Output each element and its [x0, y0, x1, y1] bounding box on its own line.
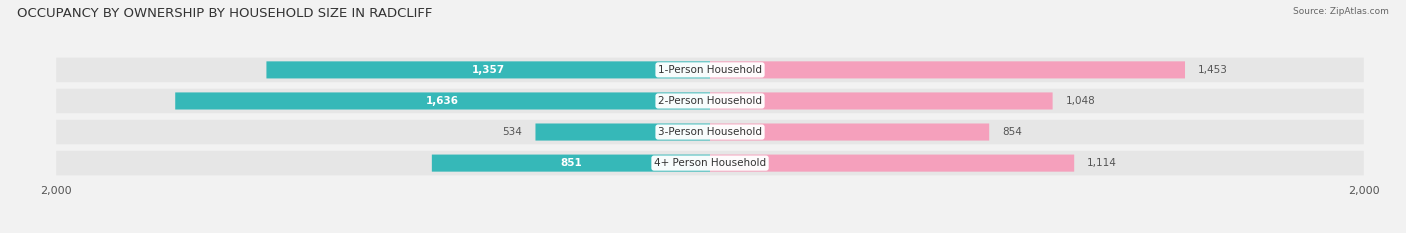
Text: 851: 851: [560, 158, 582, 168]
Text: Source: ZipAtlas.com: Source: ZipAtlas.com: [1294, 7, 1389, 16]
Text: OCCUPANCY BY OWNERSHIP BY HOUSEHOLD SIZE IN RADCLIFF: OCCUPANCY BY OWNERSHIP BY HOUSEHOLD SIZE…: [17, 7, 432, 20]
Text: 1-Person Household: 1-Person Household: [658, 65, 762, 75]
Text: 3-Person Household: 3-Person Household: [658, 127, 762, 137]
Text: 1,357: 1,357: [471, 65, 505, 75]
Legend: Owner-occupied, Renter-occupied: Owner-occupied, Renter-occupied: [599, 230, 821, 233]
FancyBboxPatch shape: [56, 151, 1364, 175]
Text: 1,453: 1,453: [1198, 65, 1227, 75]
Text: 1,114: 1,114: [1087, 158, 1118, 168]
FancyBboxPatch shape: [536, 123, 710, 140]
FancyBboxPatch shape: [710, 123, 990, 140]
FancyBboxPatch shape: [56, 89, 1364, 113]
FancyBboxPatch shape: [266, 61, 710, 79]
Text: 1,636: 1,636: [426, 96, 460, 106]
FancyBboxPatch shape: [710, 61, 1185, 79]
Text: 534: 534: [502, 127, 523, 137]
FancyBboxPatch shape: [710, 93, 1053, 110]
FancyBboxPatch shape: [432, 154, 710, 172]
FancyBboxPatch shape: [56, 58, 1364, 82]
FancyBboxPatch shape: [176, 93, 710, 110]
FancyBboxPatch shape: [56, 120, 1364, 144]
Text: 2-Person Household: 2-Person Household: [658, 96, 762, 106]
Text: 1,048: 1,048: [1066, 96, 1095, 106]
Text: 854: 854: [1002, 127, 1022, 137]
Text: 4+ Person Household: 4+ Person Household: [654, 158, 766, 168]
FancyBboxPatch shape: [710, 154, 1074, 172]
